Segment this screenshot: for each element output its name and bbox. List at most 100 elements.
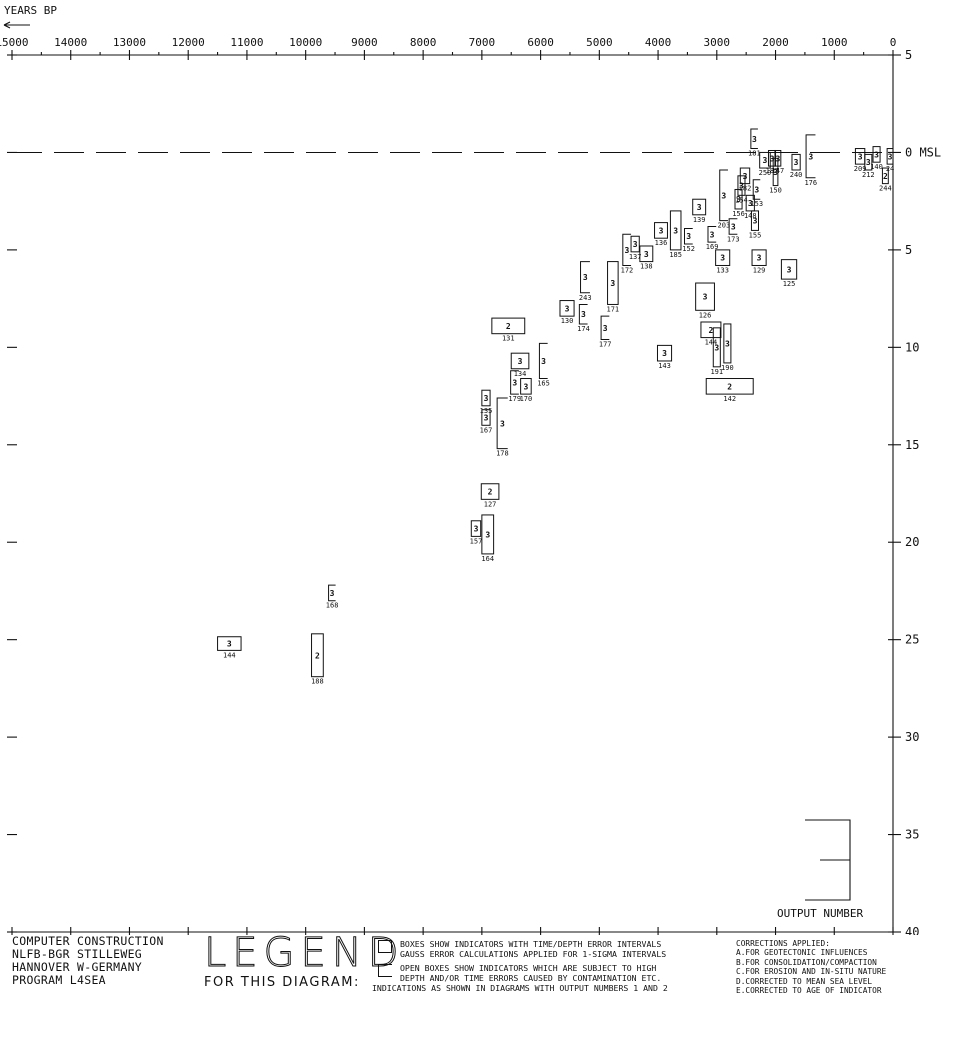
output-number-label: 3 — [714, 343, 719, 352]
indicator-id-label: 144 — [705, 339, 718, 347]
credits-line: PROGRAM L4SEA — [12, 973, 106, 987]
output-number-label: 3 — [725, 339, 730, 348]
output-number-label: 2 — [488, 488, 493, 497]
indicator-point: 3 243 — [579, 261, 592, 302]
output-number-label: 3 — [625, 246, 630, 255]
indicator-point: 3 178 — [496, 397, 509, 458]
error-box — [739, 167, 751, 185]
legend-row-boxes: BOXES SHOW INDICATORS WITH TIME/DEPTH ER… — [372, 939, 668, 959]
indicator-id-label: 143 — [658, 362, 671, 370]
indicator-point: 3 177 — [599, 315, 612, 349]
y-tick-label: 5 — [905, 48, 912, 62]
error-box — [715, 249, 731, 266]
indicator-point: 3 190 — [721, 323, 734, 372]
indicator-point: 3 138 — [639, 245, 654, 271]
open-error-box — [750, 128, 758, 150]
x-tick-label: 1000 — [821, 36, 848, 49]
output-number-label: 3 — [512, 378, 517, 387]
legend-title: LEGEND — [204, 930, 405, 976]
output-number-label: 3 — [703, 293, 708, 302]
output-number-label: 3 — [565, 304, 570, 313]
output-number-label: 3 — [720, 254, 725, 263]
indicator-point: 3 185 — [669, 210, 682, 259]
open-error-box — [707, 226, 717, 243]
indicator-point: 2 144 — [700, 321, 722, 347]
error-box — [881, 167, 889, 185]
open-error-box — [496, 397, 508, 450]
error-box — [311, 633, 324, 678]
error-box — [491, 317, 526, 335]
error-box — [481, 514, 495, 555]
indicator-point: 3 130 — [559, 300, 575, 325]
output-number-label: 3 — [874, 150, 879, 159]
indicator-id-label: 243 — [579, 294, 592, 302]
open-error-box — [683, 227, 693, 245]
indicator-point: 3 134 — [510, 352, 530, 378]
error-box — [864, 153, 873, 171]
corrections-line: E.CORRECTED TO AGE OF INDICATOR — [736, 986, 882, 996]
indicator-id-label: 209 — [854, 165, 867, 173]
output-number-label: 3 — [518, 357, 523, 366]
indicator-point: 3 164 — [481, 514, 495, 563]
error-box — [751, 249, 767, 266]
indicator-point: 3 125 — [780, 259, 798, 288]
output-number-label: 3 — [484, 394, 489, 403]
output-number-label: 3 — [644, 250, 649, 259]
indicator-id-label: 187 — [766, 167, 779, 175]
output-number-label: 3 — [731, 223, 736, 232]
legend-text: OPEN BOXES SHOW INDICATORS WHICH ARE SUB… — [400, 963, 657, 973]
indicator-id-label: 127 — [484, 500, 497, 508]
error-box — [886, 148, 894, 165]
indicator-point: 2 142 — [705, 378, 754, 403]
legend-text: DEPTH AND/OR TIME ERRORS CAUSED BY CONTA… — [400, 973, 662, 983]
indicator-id-label: 153 — [750, 200, 763, 208]
indicator-point: 3 169 — [706, 226, 718, 251]
open-error-box — [578, 303, 588, 325]
x-tick-label: 2000 — [762, 36, 789, 49]
indicator-id-label: 137 — [629, 253, 642, 261]
indicator-point: 3 181 — [748, 128, 761, 158]
corrections-line: B.FOR CONSOLIDATION/COMPACTION — [736, 957, 877, 967]
indicator-id-label: 164 — [481, 555, 494, 563]
y-tick-label: 25 — [905, 633, 919, 647]
output-number-label: 3 — [330, 589, 335, 598]
indicator-id-label: 144 — [223, 651, 236, 659]
legend-subtitle: FOR THIS DIAGRAM: — [204, 975, 360, 990]
indicator-id-label: 126 — [699, 311, 712, 319]
output-number-label: 3 — [770, 154, 775, 163]
error-box — [217, 636, 242, 651]
x-tick-label: 5000 — [586, 36, 613, 49]
indicator-point: 3 203 — [718, 169, 730, 230]
error-box — [510, 352, 530, 370]
output-number-label: 2 — [727, 382, 732, 391]
legend-row-open-boxes: OPEN BOXES SHOW INDICATORS WHICH ARE SUB… — [372, 963, 668, 983]
indicator-id-label: 244 — [879, 185, 892, 193]
output-number-label: 3 — [227, 640, 232, 649]
error-box — [520, 378, 532, 395]
indicator-point: 2 131 — [491, 317, 526, 343]
error-box — [669, 210, 682, 251]
indicator-id-label: 125 — [783, 280, 796, 288]
indicator-id-label: 168 — [326, 602, 339, 610]
indicator-id-label: 152 — [682, 245, 695, 253]
y-tick-label: 30 — [905, 730, 919, 744]
indicator-id-label: 170 — [520, 395, 533, 403]
error-box — [745, 194, 755, 212]
indicator-point: 3 240 — [790, 153, 802, 179]
x-tick-label: 0 — [890, 36, 897, 49]
y-tick-label: 20 — [905, 535, 919, 549]
error-box — [723, 323, 732, 364]
legend-text: BOXES SHOW INDICATORS WITH TIME/DEPTH ER… — [400, 939, 662, 949]
x-axis-arrow-icon — [3, 21, 11, 29]
indicator-point: 2 244 — [879, 167, 892, 193]
error-box — [639, 245, 654, 263]
error-box — [559, 300, 575, 317]
indicator-id-label: 182 — [739, 185, 752, 193]
output-number-key: OUTPUT NUMBER — [777, 819, 863, 920]
indicator-id-label: 150 — [769, 187, 782, 195]
output-number-label: 3 — [752, 135, 757, 144]
